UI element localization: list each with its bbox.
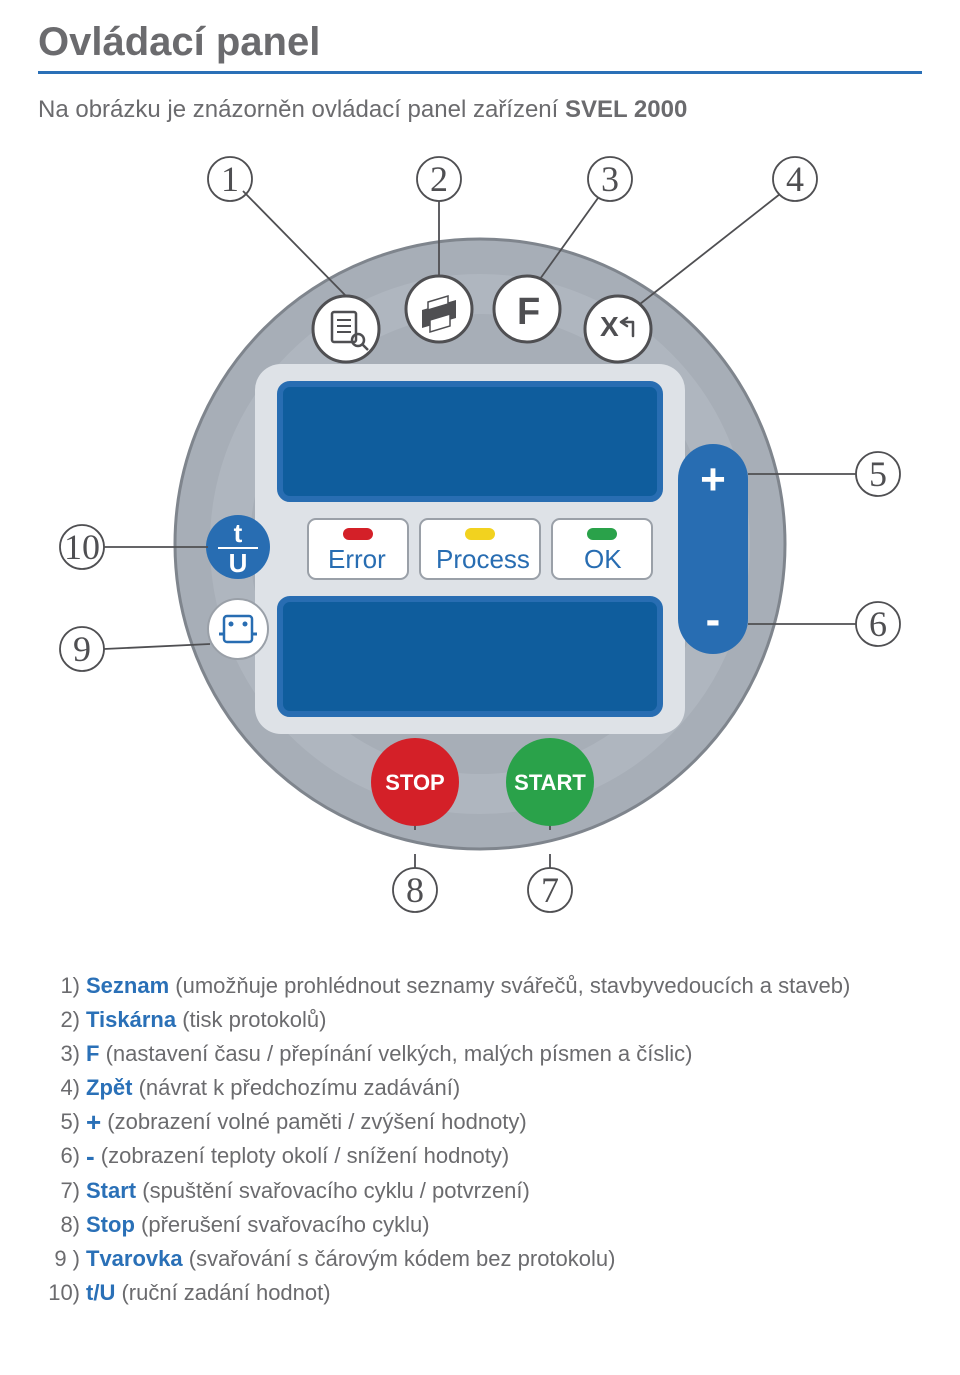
stop-button[interactable]: STOP <box>371 738 459 826</box>
legend-row: 1)Seznam (umožňuje prohlédnout seznamy s… <box>38 969 922 1003</box>
legend-number: 9 ) <box>38 1242 86 1276</box>
svg-text:t: t <box>234 518 243 548</box>
svg-text:4: 4 <box>786 159 804 199</box>
legend-number: 2) <box>38 1003 86 1037</box>
legend-number: 7) <box>38 1174 86 1208</box>
svg-text:F: F <box>517 291 540 333</box>
legend-rest: (svařování s čárovým kódem bez protokolu… <box>183 1246 616 1271</box>
legend-number: 1) <box>38 969 86 1003</box>
callout-9-num: 9 <box>73 629 91 669</box>
legend-row: 3)F (nastavení času / přepínání velkých,… <box>38 1037 922 1071</box>
callout-8-num: 8 <box>406 870 424 910</box>
svg-text:START: START <box>514 770 586 795</box>
legend-rest: (spuštění svařovacího cyklu / potvrzení) <box>136 1178 530 1203</box>
minus-button[interactable]: - <box>706 595 721 644</box>
plus-button[interactable]: + <box>700 455 726 504</box>
legend-row: 10)t/U (ruční zadání hodnot) <box>38 1276 922 1310</box>
legend-row: 5)+ (zobrazení volné paměti / zvýšení ho… <box>38 1105 922 1139</box>
legend-text: F (nastavení času / přepínání velkých, m… <box>86 1037 693 1071</box>
legend-label: Start <box>86 1178 136 1203</box>
subtitle-text: Na obrázku je znázorněn ovládací panel z… <box>38 96 565 123</box>
title-underline <box>38 71 922 74</box>
legend-row: 9 )Tvarovka (svařování s čárovým kódem b… <box>38 1242 922 1276</box>
legend-label: Zpět <box>86 1075 132 1100</box>
svg-text:6: 6 <box>869 604 887 644</box>
indicator-process: Process <box>420 519 540 579</box>
svg-text:3: 3 <box>601 159 619 199</box>
legend-row: 6)- (zobrazení teploty okolí / snížení h… <box>38 1139 922 1173</box>
legend-row: 7)Start (spuštění svařovacího cyklu / po… <box>38 1174 922 1208</box>
legend-number: 6) <box>38 1139 86 1173</box>
f-button[interactable]: F <box>494 276 560 342</box>
legend-label: Seznam <box>86 973 169 998</box>
legend-text: + (zobrazení volné paměti / zvýšení hodn… <box>86 1105 527 1139</box>
page-title: Ovládací panel <box>38 20 922 65</box>
legend-text: Zpět (návrat k předchozímu zadávání) <box>86 1071 460 1105</box>
legend-rest: (nastavení času / přepínání velkých, mal… <box>99 1041 692 1066</box>
legend-text: Tvarovka (svařování s čárovým kódem bez … <box>86 1242 615 1276</box>
lower-screen <box>280 599 660 714</box>
control-panel-diagram: Error Process OK + - t U <box>40 154 920 854</box>
legend-row: 4)Zpět (návrat k předchozímu zadávání) <box>38 1071 922 1105</box>
legend-text: - (zobrazení teploty okolí / snížení hod… <box>86 1139 509 1173</box>
svg-text:X: X <box>600 311 619 342</box>
svg-text:OK: OK <box>584 544 622 574</box>
indicator-error: Error <box>308 519 408 579</box>
legend-rest: (tisk protokolů) <box>176 1007 326 1032</box>
legend-row: 2)Tiskárna (tisk protokolů) <box>38 1003 922 1037</box>
legend-number: 3) <box>38 1037 86 1071</box>
subtitle: Na obrázku je znázorněn ovládací panel z… <box>38 96 922 124</box>
printer-button[interactable] <box>406 276 472 342</box>
subtitle-model: SVEL 2000 <box>565 96 687 123</box>
svg-text:1: 1 <box>221 159 239 199</box>
list-button[interactable] <box>313 296 379 362</box>
svg-text:Process: Process <box>436 544 530 574</box>
legend-label: F <box>86 1041 99 1066</box>
legend-text: Start (spuštění svařovacího cyklu / potv… <box>86 1174 530 1208</box>
legend-number: 10) <box>38 1276 86 1310</box>
legend-list: 1)Seznam (umožňuje prohlédnout seznamy s… <box>38 969 922 1310</box>
svg-text:STOP: STOP <box>385 770 445 795</box>
legend-text: Stop (přerušení svařovacího cyklu) <box>86 1208 430 1242</box>
legend-sign: + <box>86 1107 101 1137</box>
legend-text: Seznam (umožňuje prohlédnout seznamy svá… <box>86 969 850 1003</box>
start-button[interactable]: START <box>506 738 594 826</box>
svg-text:Error: Error <box>328 544 386 574</box>
legend-text: Tiskárna (tisk protokolů) <box>86 1003 327 1037</box>
legend-label: Tvarovka <box>86 1246 183 1271</box>
tu-button[interactable]: t U <box>206 515 270 579</box>
legend-label: Stop <box>86 1212 135 1237</box>
legend-label: Tiskárna <box>86 1007 176 1032</box>
back-button[interactable]: X <box>585 296 651 362</box>
legend-label: t/U <box>86 1280 115 1305</box>
legend-rest: (návrat k předchozímu zadávání) <box>132 1075 460 1100</box>
legend-rest: (zobrazení teploty okolí / snížení hodno… <box>95 1143 510 1168</box>
callout-10-num: 10 <box>64 527 100 567</box>
svg-text:2: 2 <box>430 159 448 199</box>
legend-number: 4) <box>38 1071 86 1105</box>
indicator-ok: OK <box>552 519 652 579</box>
legend-text: t/U (ruční zadání hodnot) <box>86 1276 331 1310</box>
legend-rest: (zobrazení volné paměti / zvýšení hodnot… <box>101 1109 527 1134</box>
callout-7-num: 7 <box>541 870 559 910</box>
svg-text:U: U <box>229 548 248 578</box>
callout-strip: 8 7 <box>40 854 920 914</box>
legend-rest: (umožňuje prohlédnout seznamy svářečů, s… <box>169 973 850 998</box>
svg-text:5: 5 <box>869 454 887 494</box>
tvarovka-button[interactable] <box>208 599 268 659</box>
upper-screen <box>280 384 660 499</box>
legend-number: 5) <box>38 1105 86 1139</box>
legend-sign: - <box>86 1141 95 1171</box>
legend-rest: (ruční zadání hodnot) <box>115 1280 330 1305</box>
legend-rest: (přerušení svařovacího cyklu) <box>135 1212 430 1237</box>
legend-number: 8) <box>38 1208 86 1242</box>
legend-row: 8)Stop (přerušení svařovacího cyklu) <box>38 1208 922 1242</box>
